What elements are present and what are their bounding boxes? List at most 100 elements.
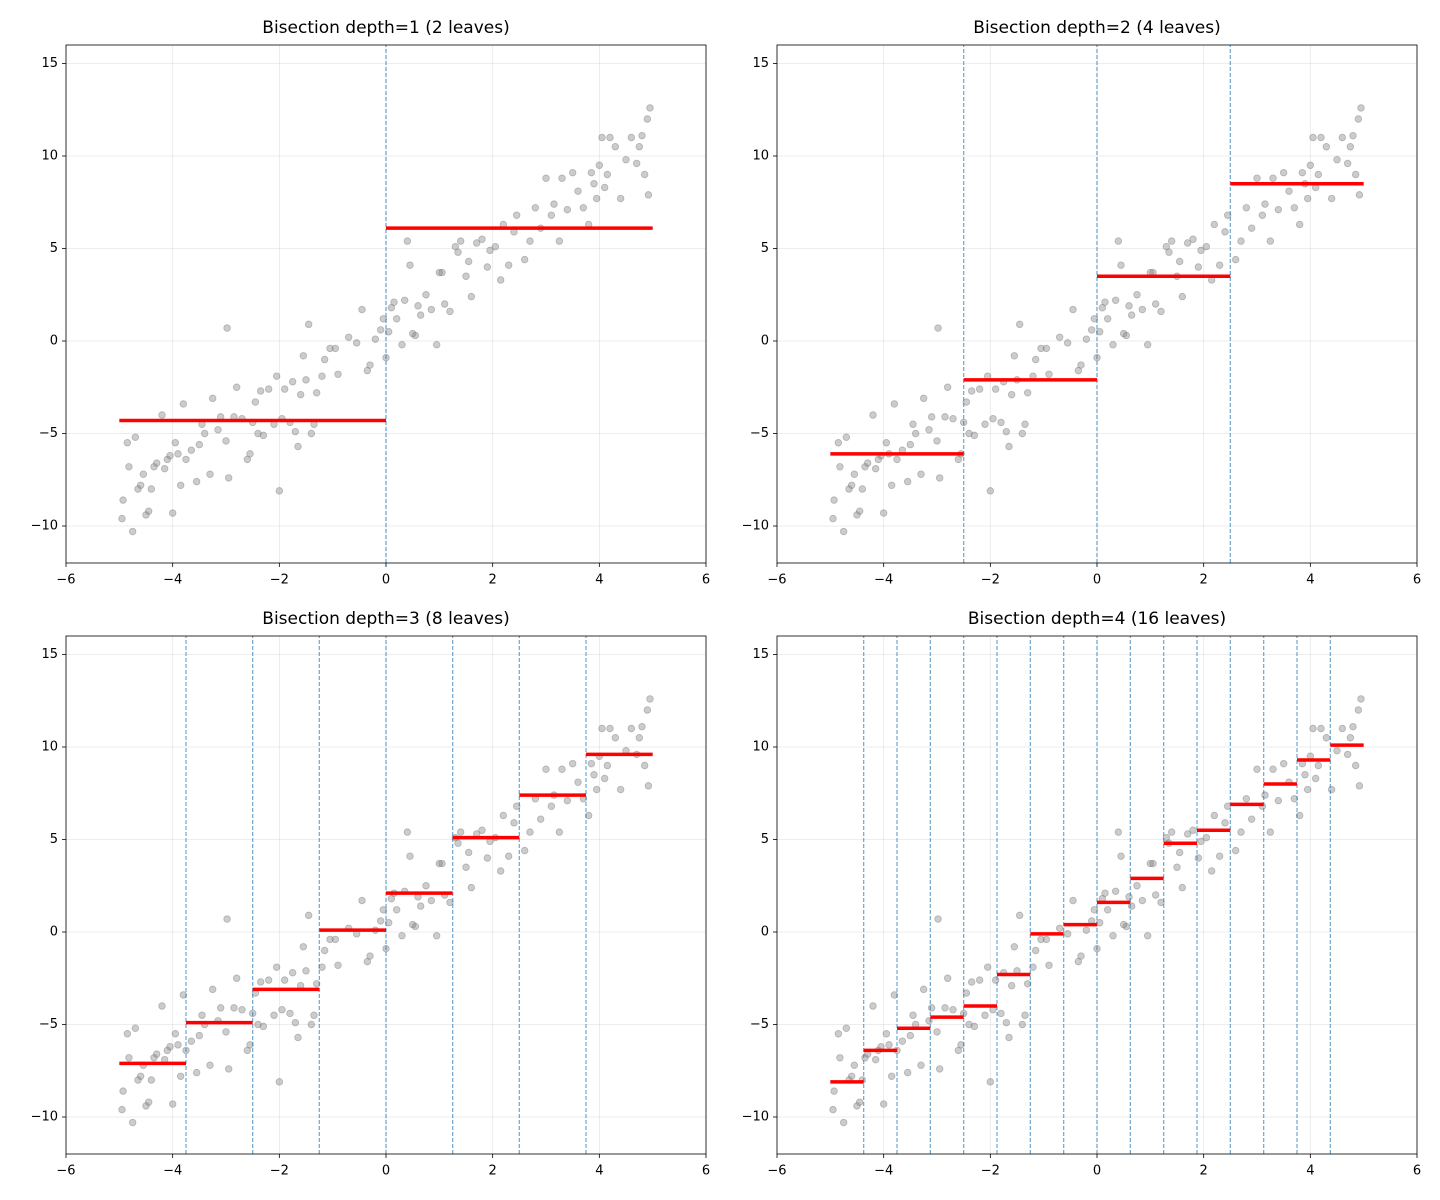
data-point: [318, 372, 326, 380]
x-tick-label: 4: [1306, 573, 1314, 588]
data-point: [1223, 211, 1232, 219]
data-point: [1173, 863, 1181, 871]
data-point: [456, 828, 465, 836]
data-point: [829, 514, 837, 523]
data-point: [1010, 352, 1019, 360]
plot-area: [829, 45, 1365, 563]
data-point: [259, 431, 268, 440]
data-point: [1023, 389, 1032, 397]
data-point: [1149, 859, 1157, 868]
data-point: [1309, 724, 1317, 733]
data-point: [1194, 263, 1203, 271]
axes-frame: [65, 635, 707, 1155]
data-point: [251, 398, 260, 406]
x-tick-label: −4: [874, 1164, 893, 1179]
data-point: [906, 440, 915, 449]
data-point: [406, 852, 414, 860]
data-point: [1343, 750, 1352, 759]
data-point: [829, 1105, 837, 1114]
data-point: [1194, 854, 1203, 862]
data-point: [403, 237, 412, 245]
data-point: [606, 133, 614, 142]
data-point: [919, 985, 928, 994]
data-point: [967, 978, 976, 986]
data-point: [558, 765, 566, 773]
data-point: [200, 429, 209, 438]
data-point: [962, 989, 971, 997]
data-point: [483, 263, 492, 271]
data-point: [1101, 889, 1109, 897]
data-point: [1261, 791, 1269, 799]
data-point: [320, 355, 329, 364]
data-point: [1317, 133, 1325, 142]
data-point: [478, 235, 486, 243]
data-point: [598, 133, 606, 142]
axes-frame: [776, 635, 1418, 1155]
data-point: [590, 180, 598, 188]
data-point: [446, 307, 454, 316]
data-point: [997, 418, 1005, 427]
x-tick-label: 2: [1200, 1164, 1208, 1179]
data-point: [919, 394, 928, 403]
y-tick-label: 0: [761, 334, 769, 349]
data-point: [600, 183, 609, 192]
data-point: [858, 485, 867, 493]
data-point: [542, 765, 550, 773]
data-point: [379, 906, 388, 914]
data-point: [1143, 932, 1152, 940]
data-point: [882, 1030, 891, 1038]
data-point: [486, 246, 494, 255]
data-point: [259, 1022, 268, 1031]
data-point: [975, 976, 984, 984]
data-point: [874, 455, 883, 464]
data-point: [160, 464, 169, 473]
x-tick-label: 0: [382, 573, 390, 588]
data-point: [1202, 242, 1211, 251]
data-point: [142, 511, 150, 519]
data-point: [847, 481, 856, 489]
data-point: [616, 785, 625, 794]
data-point: [941, 413, 949, 421]
y-tick-label: −10: [31, 519, 58, 534]
data-point: [123, 1030, 132, 1038]
data-point: [563, 205, 572, 214]
data-point: [310, 1011, 318, 1019]
data-point: [294, 442, 302, 451]
y-tick-label: 0: [50, 925, 58, 940]
data-point: [1090, 906, 1099, 914]
data-point: [398, 932, 406, 940]
x-tick-label: −6: [767, 573, 786, 588]
data-point: [911, 429, 920, 438]
data-point: [558, 174, 566, 182]
data-point: [547, 211, 556, 219]
data-point: [1045, 961, 1053, 969]
data-point: [1157, 307, 1165, 316]
data-point: [882, 439, 891, 447]
data-point: [504, 261, 513, 269]
data-point: [118, 1105, 126, 1114]
y-tick-label: −10: [742, 1110, 769, 1125]
data-point: [850, 470, 859, 478]
data-point: [1151, 300, 1160, 308]
data-point: [195, 1031, 204, 1040]
data-point: [119, 496, 127, 504]
data-point: [934, 324, 942, 332]
data-point: [224, 1065, 233, 1073]
data-point: [1077, 361, 1085, 369]
data-point: [1002, 427, 1011, 436]
data-point: [834, 439, 843, 447]
data-point: [1021, 420, 1029, 428]
data-point: [563, 796, 572, 805]
data-point: [1237, 828, 1245, 836]
data-point: [845, 485, 853, 493]
data-point: [1082, 335, 1091, 343]
data-point: [1314, 761, 1323, 770]
data-point: [991, 976, 1000, 984]
data-point: [1063, 930, 1072, 938]
data-point: [464, 257, 473, 266]
data-point: [272, 963, 281, 971]
data-point: [611, 143, 620, 151]
data-point: [906, 1031, 915, 1040]
data-point: [272, 372, 281, 380]
